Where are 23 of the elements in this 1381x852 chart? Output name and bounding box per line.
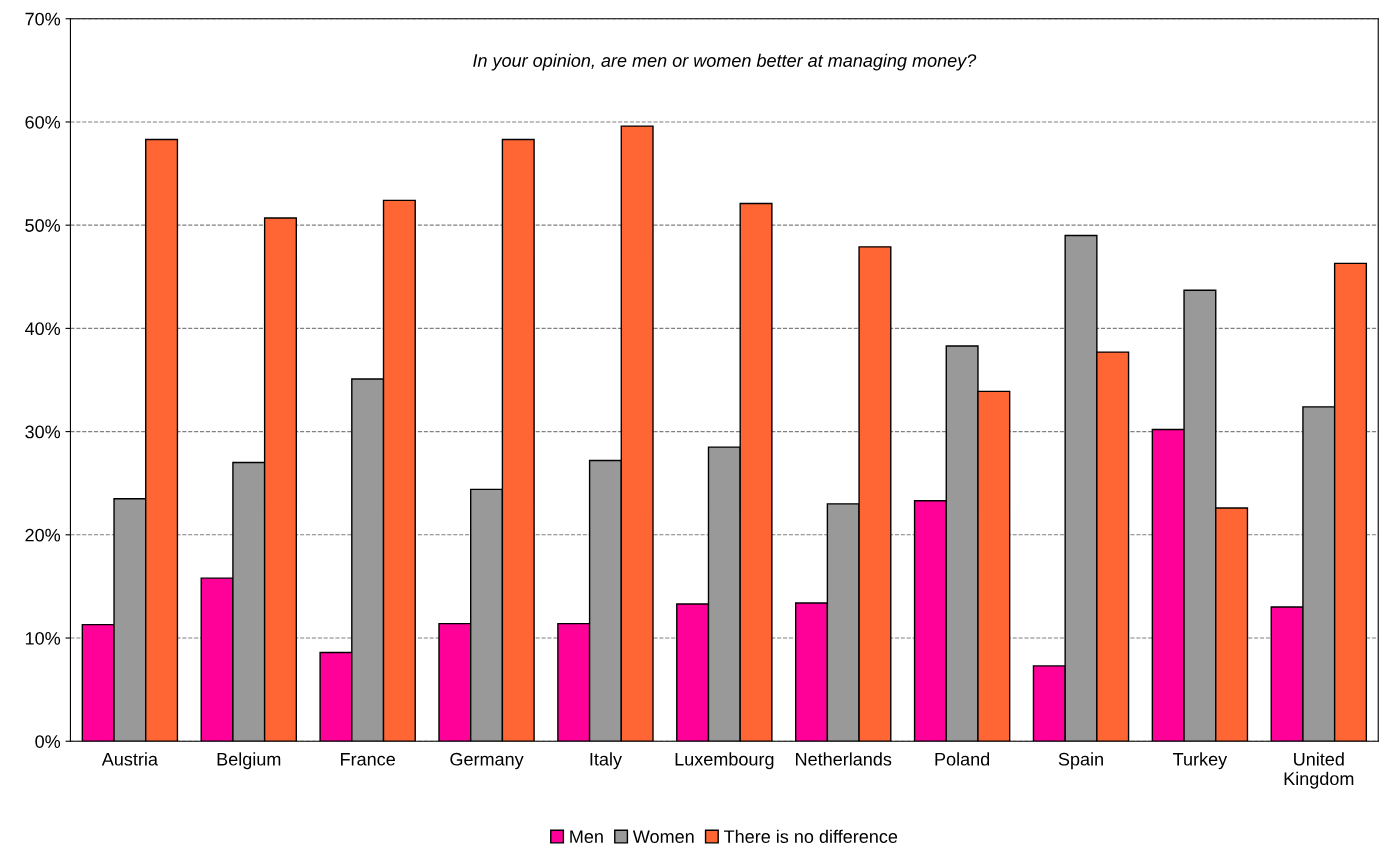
x-tick-label: Spain <box>1058 752 1103 770</box>
x-tick-label: Turkey <box>1173 752 1228 770</box>
x-tick-label: Belgium <box>217 752 281 770</box>
y-tick-label: 70% <box>25 12 61 26</box>
y-tick-label: 10% <box>25 631 61 645</box>
y-tick-label: 20% <box>25 528 61 542</box>
x-tick-label: Poland <box>935 752 990 766</box>
y-tick-label: 40% <box>24 322 61 336</box>
x-tick-label: Netherlands <box>796 752 892 766</box>
y-tick-label: 60% <box>25 115 61 129</box>
legend-label: There is no difference <box>724 829 898 843</box>
x-tick-label: Italy <box>590 752 622 770</box>
y-tick-label: 30% <box>25 425 61 439</box>
x-tick-label: Germany <box>450 752 524 770</box>
text: In your opinion, are men or women better at managing money? <box>473 53 977 71</box>
y-tick-label: 50% <box>25 219 61 232</box>
x-tick-label: France <box>341 753 395 766</box>
x-tick-label: United Kingdom <box>1284 752 1354 789</box>
y-tick-label: 0% <box>35 735 61 748</box>
x-tick-label: Luxembourg <box>675 752 774 770</box>
x-tick-label: Austria <box>101 752 158 766</box>
legend-label: Women <box>632 830 694 843</box>
legend-label: Men <box>570 830 603 843</box>
